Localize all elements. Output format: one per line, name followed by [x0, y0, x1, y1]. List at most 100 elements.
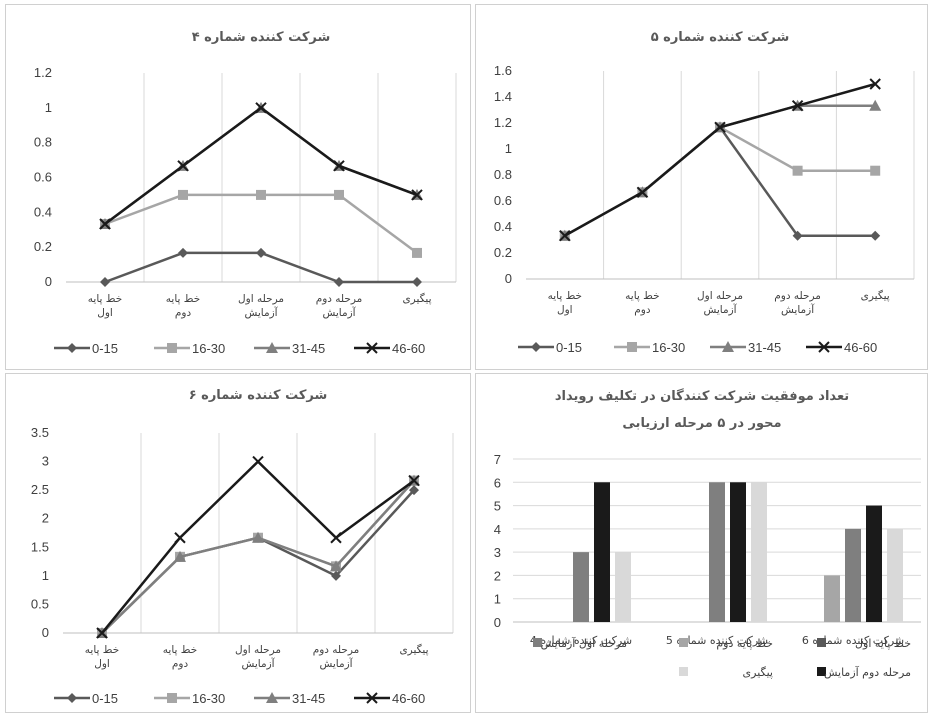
data-point [412, 277, 422, 287]
x-category-label: آزمایش [244, 306, 278, 319]
chart-participant-5: شرکت کننده شماره ۵ 0 0.2 0.4 0.6 0.8 1 1.2 1.4 1.… [475, 4, 928, 370]
y-tick-label: 0 [494, 615, 501, 630]
y-tick-label: 0.8 [34, 135, 52, 150]
y-tick-label: 1.6 [494, 63, 512, 78]
x-category-label: آزمایش [241, 657, 275, 670]
legend-label: خط پایه اول [855, 637, 911, 650]
x-category-label: مرحله دوم [316, 293, 363, 305]
x-category-label: دوم [172, 658, 189, 670]
data-point [870, 231, 880, 241]
line-chart-participant-4: شرکت کننده شماره ۴00.20.40.60.811.2خط پا… [6, 5, 472, 371]
bar [573, 552, 589, 622]
legend-marker [167, 693, 177, 703]
line-chart-participant-6: شرکت کننده شماره ۶ 0 0.5 1 1.5 2 2.5 3 3.5 خط پای… [6, 374, 472, 714]
y-tick-label: 1 [45, 100, 52, 115]
x-category-label: مرحله دوم [774, 290, 821, 302]
bar [887, 529, 903, 622]
y-tick-label: 0.4 [494, 219, 512, 234]
y-tick-label: 4 [494, 522, 501, 537]
y-tick-label: 0.2 [494, 245, 512, 260]
legend-item: 31-45 [254, 341, 325, 356]
series-0-15 [100, 248, 422, 287]
series-16-30 [100, 190, 422, 258]
series-31-45 [96, 475, 420, 638]
y-tick-label: 0.2 [34, 239, 52, 254]
x-category-label: دوم [634, 304, 651, 316]
series-46-60 [100, 103, 422, 229]
data-point [331, 533, 341, 543]
y-tick-label: 1 [494, 592, 501, 607]
series-46-60 [560, 79, 880, 241]
legend-label: 16-30 [192, 341, 225, 356]
legend-label: 46-60 [392, 691, 425, 706]
bar [824, 575, 840, 622]
x-category-label: آزمایش [322, 306, 356, 319]
y-tick-label: 7 [494, 452, 501, 467]
y-tick-label: 0 [42, 625, 49, 640]
data-point [253, 457, 263, 467]
series-16-30 [97, 476, 419, 638]
legend-label: خط پایه دوم [716, 637, 773, 650]
legend-item: 0-15 [518, 340, 582, 355]
legend-label: 0-15 [556, 340, 582, 355]
y-tick-label: 1.5 [31, 539, 49, 554]
y-tick-label: 3 [494, 545, 501, 560]
legend-marker [67, 693, 77, 703]
x-category-label: خط پایه [88, 293, 122, 305]
data-point [334, 190, 344, 200]
chart-title: شرکت کننده شماره ۴ [192, 30, 331, 45]
series-0-15 [560, 122, 880, 240]
data-point [256, 248, 266, 258]
x-category-label: پیگیری [861, 289, 890, 302]
legend-label: مرحله دوم آزمایش [824, 665, 911, 679]
series-16-30 [560, 122, 880, 240]
x-category-label: اول [557, 304, 573, 316]
x-category-label: اول [94, 658, 110, 670]
legend-item: 31-45 [254, 691, 325, 706]
legend-item: پیگیری [679, 666, 773, 679]
y-tick-label: 0 [45, 274, 52, 289]
data-point [870, 166, 880, 176]
x-category-label: اول [97, 307, 113, 319]
x-category-label: دوم [175, 307, 192, 319]
bar-chart-success-count: تعداد موفقیت شرکت کنندگان در تکلیف رویدا… [476, 374, 929, 714]
y-tick-label: 2 [42, 511, 49, 526]
legend-swatch [817, 638, 826, 647]
x-category-label: آزمایش [781, 303, 815, 316]
series-line [105, 195, 417, 253]
legend-swatch [679, 667, 688, 676]
chart-participant-4: شرکت کننده شماره ۴ 0 0.2 0.4 0.6 0.8 1 1.2 خط پا… [5, 4, 471, 370]
legend-label: 0-15 [92, 341, 118, 356]
y-tick-label: 6 [494, 475, 501, 490]
x-category-label: خط پایه [85, 644, 119, 656]
y-tick-label: 1 [42, 568, 49, 583]
bar [594, 482, 610, 622]
bar [845, 529, 861, 622]
data-point [412, 248, 422, 258]
y-tick-label: 1 [505, 141, 512, 156]
x-category-label: مرحله اول [697, 290, 743, 302]
y-tick-label: 0.8 [494, 167, 512, 182]
y-tick-label: 2.5 [31, 482, 49, 497]
data-point [256, 190, 266, 200]
chart-title: شرکت کننده شماره ۵ [651, 30, 790, 45]
legend-label: 0-15 [92, 691, 118, 706]
y-tick-label: 3 [42, 454, 49, 469]
legend-item: مرحله دوم آزمایش [817, 665, 911, 679]
chart-success-count: تعداد موفقیت شرکت کنندگان در تکلیف رویدا… [475, 373, 928, 713]
x-category-label: خط پایه [163, 644, 197, 656]
series-line [102, 481, 414, 633]
y-tick-label: 1.2 [34, 65, 52, 80]
series-line [102, 462, 414, 633]
legend-marker [67, 343, 77, 353]
legend-item: 16-30 [154, 341, 225, 356]
legend-item: 46-60 [806, 340, 877, 355]
y-tick-label: 3.5 [31, 425, 49, 440]
x-category-label: پیگیری [402, 292, 431, 305]
legend-label: پیگیری [743, 666, 773, 679]
y-tick-label: 0.4 [34, 204, 52, 219]
legend-item: 46-60 [354, 691, 425, 706]
legend-item: 16-30 [154, 691, 225, 706]
bar [730, 482, 746, 622]
x-category-label: آزمایش [319, 657, 353, 670]
